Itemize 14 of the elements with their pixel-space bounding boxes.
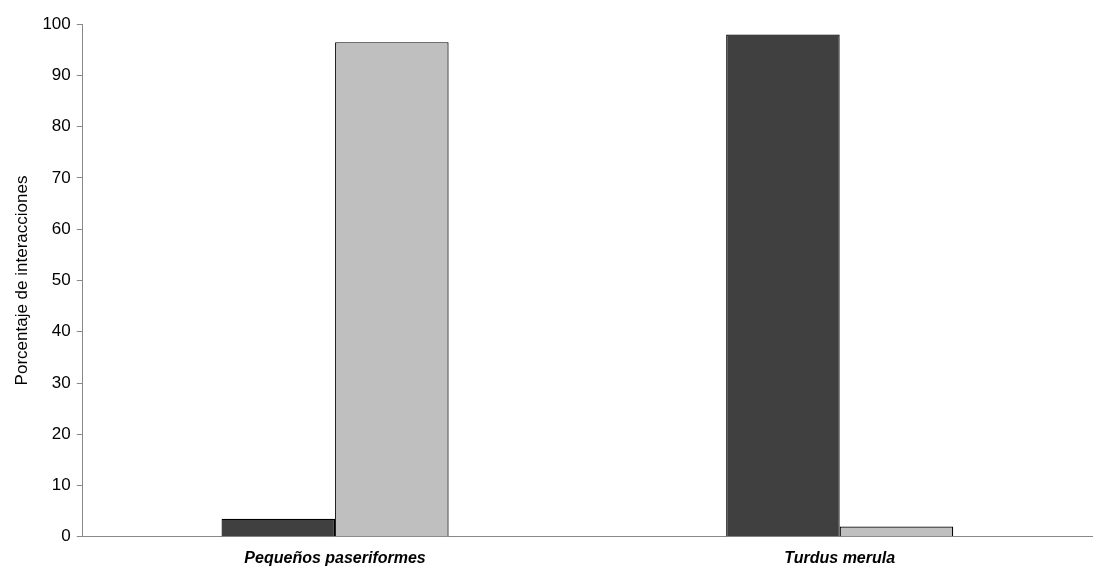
y-tick-label: 20 xyxy=(51,423,71,443)
y-tick-label: 90 xyxy=(51,65,71,85)
y-tick-label: 100 xyxy=(42,13,71,33)
y-tick-label: 10 xyxy=(51,475,71,495)
x-tick-label: Pequeños paseriformes xyxy=(244,548,426,566)
y-tick-label: 80 xyxy=(51,116,71,136)
y-tick-label: 50 xyxy=(51,270,71,290)
y-tick-label: 70 xyxy=(51,167,71,187)
y-tick-label: 40 xyxy=(51,321,71,341)
y-axis-title: Porcentaje de interacciones xyxy=(11,175,31,386)
y-tick-label: 60 xyxy=(51,218,71,238)
y-tick-label: 30 xyxy=(51,372,71,392)
x-tick-label: Turdus merula xyxy=(784,548,896,566)
y-tick-label: 0 xyxy=(61,526,71,546)
